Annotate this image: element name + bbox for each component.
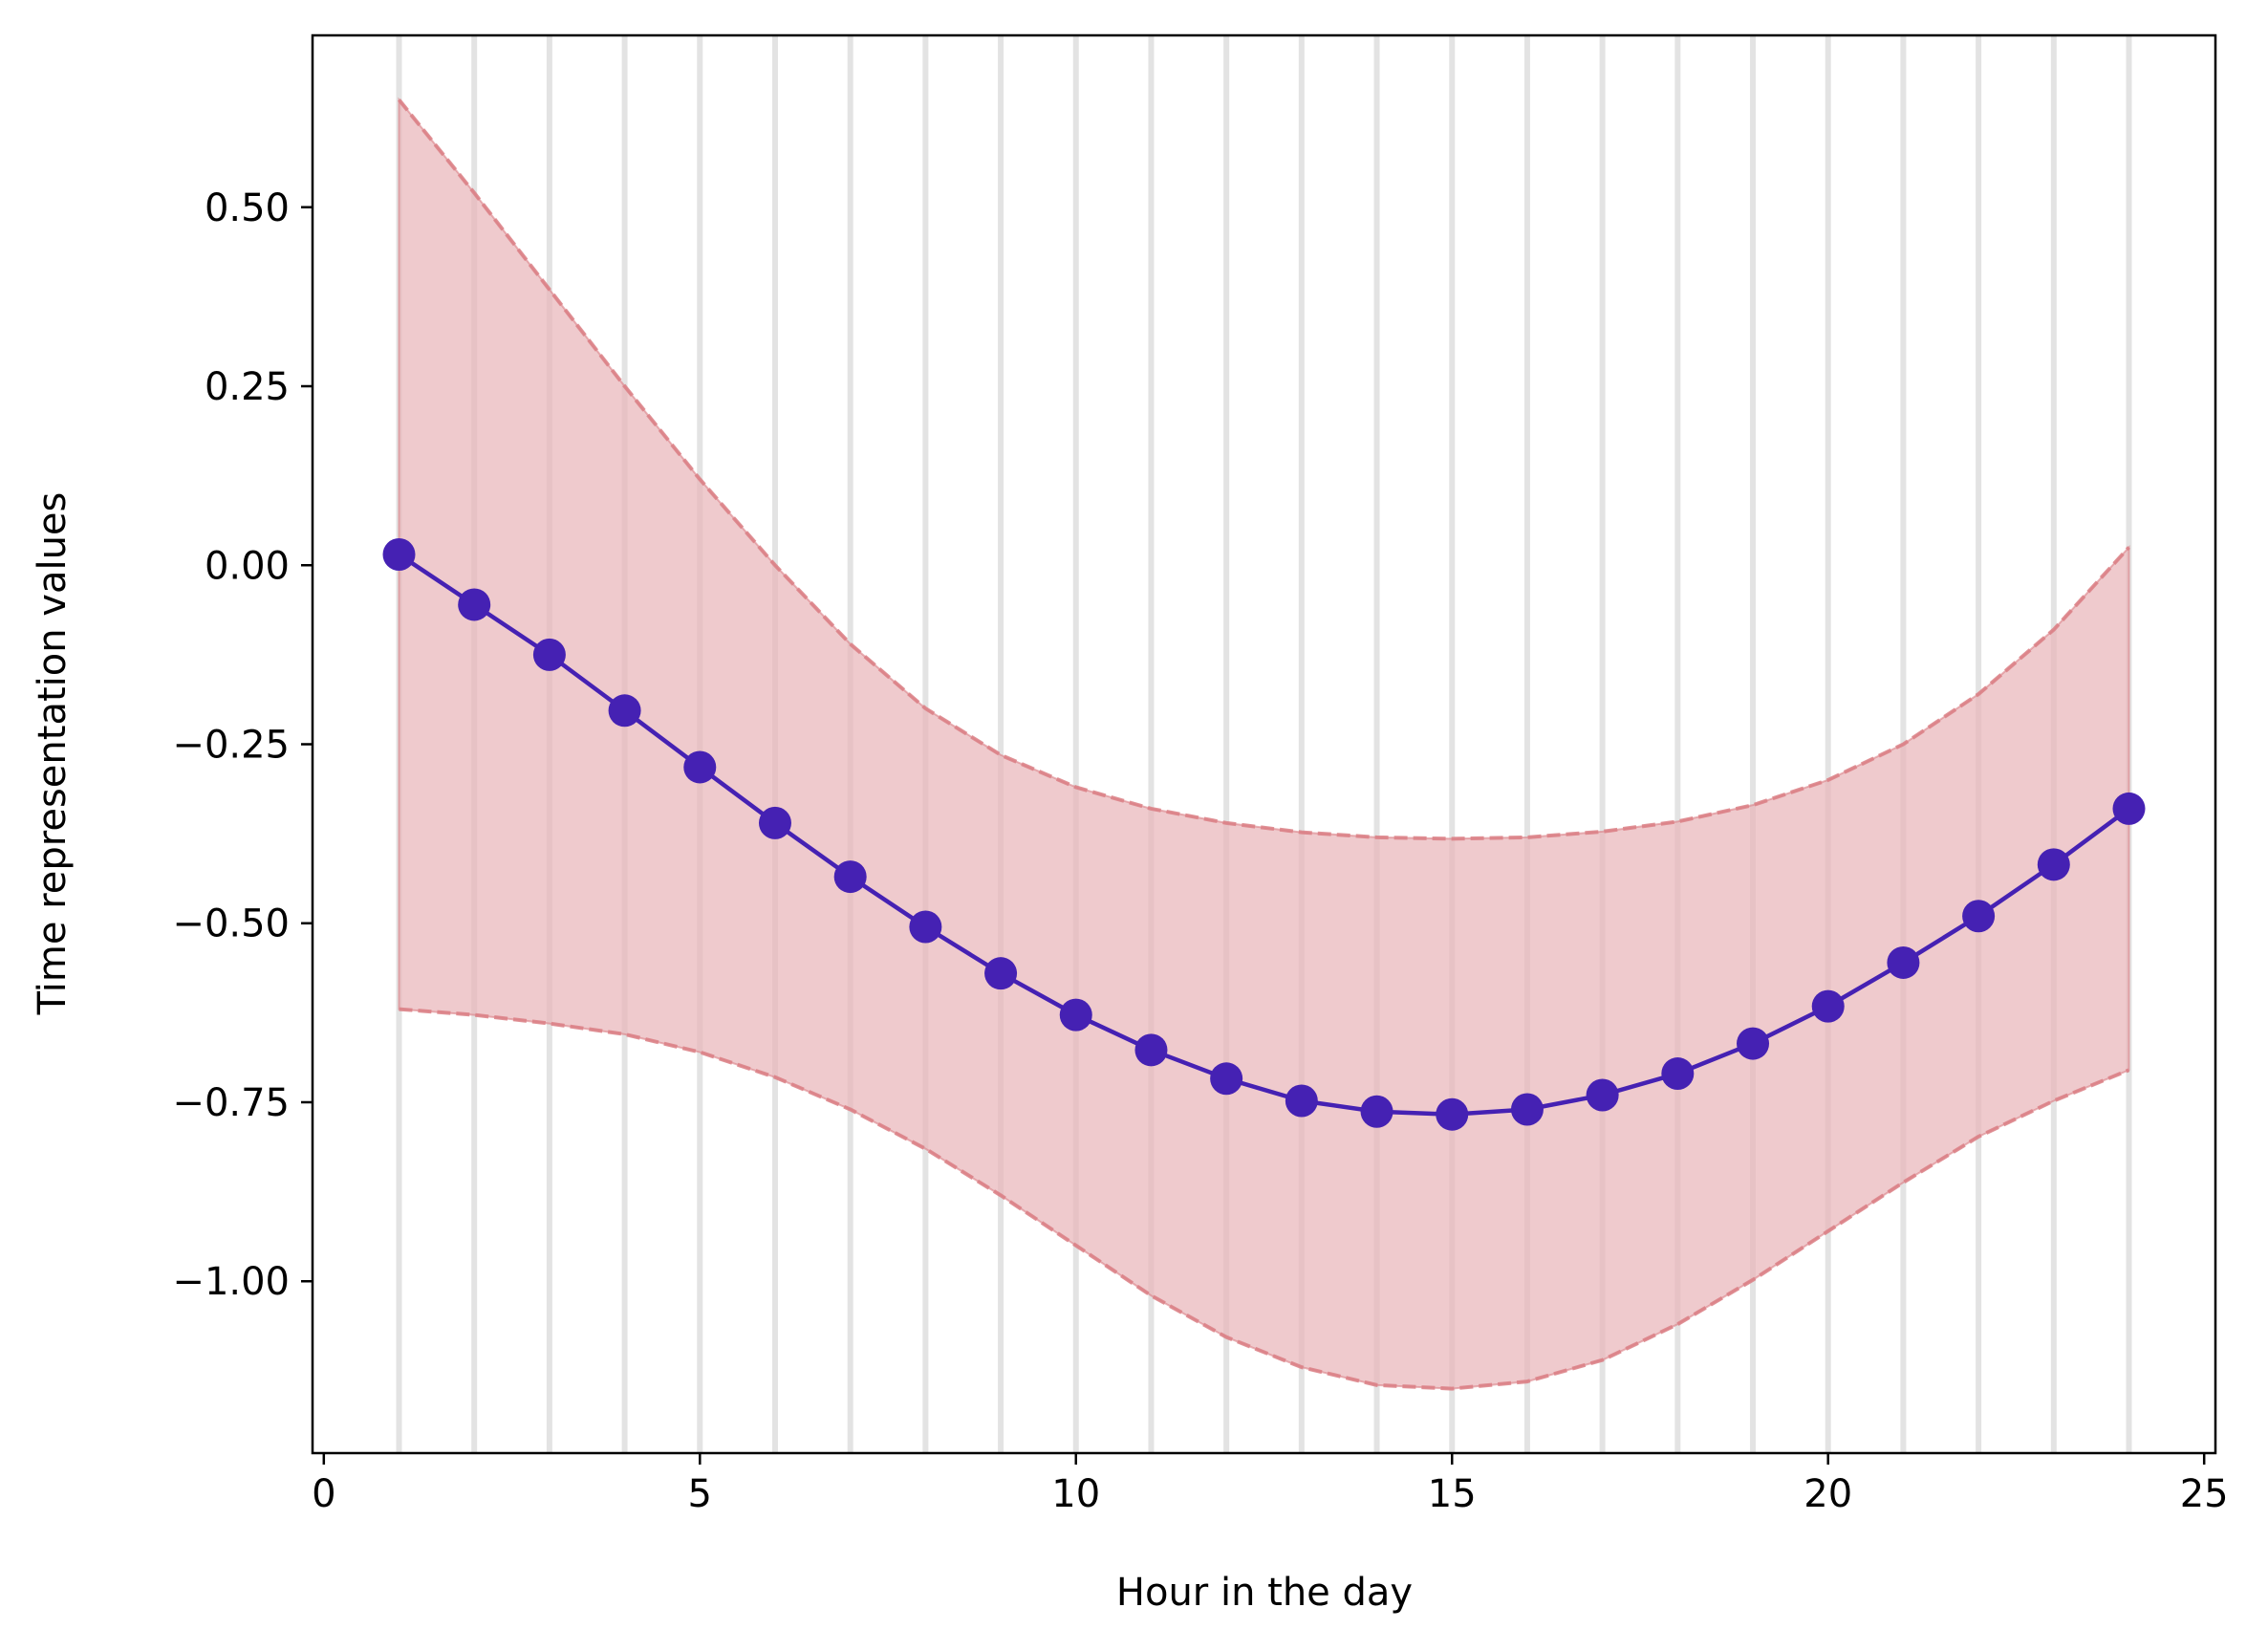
data-point-23	[2037, 848, 2070, 881]
data-point-3	[532, 638, 566, 671]
x-axis-ticks: 0 5 10 15 20 25	[312, 1453, 2229, 1516]
x-tick-label-0: 0	[312, 1472, 335, 1516]
data-point-12	[1210, 1062, 1243, 1096]
data-point-10	[1059, 998, 1092, 1032]
data-point-17	[1586, 1078, 1619, 1112]
data-point-20	[1811, 989, 1845, 1023]
data-point-15	[1436, 1097, 1469, 1131]
data-point-19	[1737, 1027, 1770, 1060]
data-point-22	[1962, 900, 1996, 933]
data-point-5	[683, 750, 717, 784]
data-point-21	[1887, 945, 1920, 979]
y-tick-label-4: −0.50	[172, 902, 290, 946]
y-tick-label-2: 0.00	[205, 544, 290, 588]
data-point-1	[382, 538, 416, 572]
y-tick-label-1: 0.25	[205, 365, 290, 409]
data-point-2	[458, 588, 491, 621]
confidence-band	[397, 97, 2130, 1391]
y-tick-label-5: −0.75	[172, 1081, 290, 1125]
band-upper-edge	[397, 98, 2130, 841]
x-tick-label-10: 10	[1051, 1472, 1100, 1516]
band-area	[398, 97, 2130, 1390]
y-tick-label-6: −1.00	[172, 1260, 290, 1304]
data-point-13	[1285, 1084, 1318, 1118]
data-point-6	[758, 806, 791, 839]
data-point-11	[1134, 1033, 1168, 1067]
data-point-9	[984, 957, 1018, 990]
data-point-7	[833, 860, 867, 894]
y-tick-label-0: 0.50	[205, 186, 290, 230]
data-point-16	[1510, 1093, 1544, 1126]
series-layer	[382, 538, 2146, 1131]
x-tick-label-5: 5	[688, 1472, 712, 1516]
x-axis-label: Hour in the day	[1116, 1571, 1413, 1615]
x-tick-label-25: 25	[2180, 1472, 2229, 1516]
x-tick-label-15: 15	[1428, 1472, 1477, 1516]
band-lower-edge	[399, 1007, 2130, 1391]
data-point-4	[608, 694, 641, 728]
data-point-14	[1360, 1095, 1393, 1128]
y-axis-label: Time representation values	[31, 492, 75, 1016]
x-tick-label-20: 20	[1804, 1472, 1852, 1516]
data-point-18	[1661, 1057, 1695, 1091]
data-point-24	[2112, 792, 2146, 825]
y-tick-label-3: −0.25	[172, 724, 290, 768]
y-axis-ticks: 0.50 0.25 0.00 −0.25 −0.50 −0.75 −1.00	[172, 186, 313, 1304]
data-point-8	[909, 910, 942, 944]
